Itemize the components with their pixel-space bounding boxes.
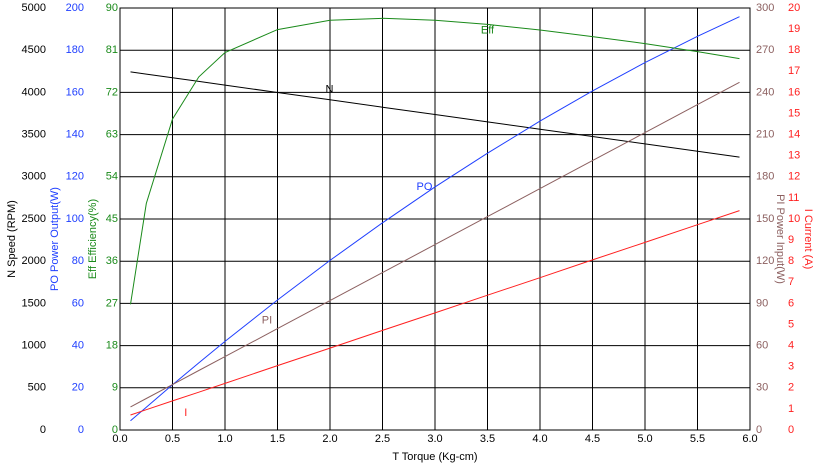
x-tick-label: 5.0 (637, 433, 652, 445)
x-tick-label: 5.5 (690, 433, 705, 445)
y-tick-label: 5000 (22, 2, 46, 14)
y-tick-label: 3500 (22, 129, 46, 141)
y-tick-label: 0 (788, 424, 794, 436)
y-tick-label: 4500 (22, 44, 46, 56)
y-tick-label: 8 (788, 255, 794, 267)
y-tick-label: 180 (756, 171, 774, 183)
y-tick-label: 5 (788, 318, 794, 330)
y-tick-label: 10 (788, 213, 800, 225)
y-axis-title: N Speed (RPM) (6, 200, 18, 278)
y-tick-label: 150 (756, 213, 774, 225)
series-label: PI (262, 314, 272, 326)
x-axis-title: T Torque (Kg-cm) (392, 451, 477, 463)
series-label: PO (417, 181, 433, 193)
y-tick-label: 20 (788, 2, 800, 14)
y-tick-label: 7 (788, 276, 794, 288)
y-tick-label: 54 (106, 171, 118, 183)
y-tick-label: 18 (788, 44, 800, 56)
y-tick-label: 1500 (22, 297, 46, 309)
series-label: I (184, 407, 187, 419)
y-tick-label: 80 (72, 255, 84, 267)
y-tick-label: 6 (788, 297, 794, 309)
y-tick-label: 4000 (22, 86, 46, 98)
y-tick-label: 18 (106, 340, 118, 352)
y-axis-title: Eff Efficiency(%) (87, 199, 99, 279)
y-tick-label: 45 (106, 213, 118, 225)
y-tick-label: 12 (788, 171, 800, 183)
y-tick-label: 90 (106, 2, 118, 14)
y-tick-label: 2000 (22, 255, 46, 267)
y-tick-label: 20 (72, 382, 84, 394)
y-tick-label: 19 (788, 23, 800, 35)
x-tick-label: 3.0 (427, 433, 442, 445)
y-tick-label: 36 (106, 255, 118, 267)
y-tick-label: 160 (66, 86, 84, 98)
x-tick-label: 2.5 (375, 433, 390, 445)
y-tick-label: 81 (106, 44, 118, 56)
x-tick-label: 4.0 (532, 433, 547, 445)
y-tick-label: 2500 (22, 213, 46, 225)
y-tick-label: 9 (112, 382, 118, 394)
y-tick-label: 120 (66, 171, 84, 183)
y-axis-title: PI Power Input(W) (774, 194, 786, 284)
series-line (130, 16, 740, 422)
y-tick-label: 1 (788, 403, 794, 415)
y-tick-label: 210 (756, 129, 774, 141)
y-tick-label: 14 (788, 129, 800, 141)
y-tick-label: 13 (788, 150, 800, 162)
x-tick-label: 3.5 (480, 433, 495, 445)
y-tick-label: 2 (788, 382, 794, 394)
series-label: Eff (481, 24, 495, 36)
y-tick-label: 63 (106, 129, 118, 141)
series-line (130, 210, 740, 416)
y-tick-label: 40 (72, 340, 84, 352)
y-tick-label: 0 (756, 424, 762, 436)
y-tick-label: 60 (756, 340, 768, 352)
y-tick-label: 0 (40, 424, 46, 436)
x-tick-label: 2.0 (322, 433, 337, 445)
series-line (130, 81, 740, 408)
y-tick-label: 90 (756, 297, 768, 309)
x-tick-label: 0.5 (165, 433, 180, 445)
y-tick-label: 100 (66, 213, 84, 225)
y-tick-label: 200 (66, 2, 84, 14)
y-tick-label: 0 (112, 424, 118, 436)
y-tick-label: 0 (78, 424, 84, 436)
y-tick-label: 1000 (22, 340, 46, 352)
y-tick-label: 180 (66, 44, 84, 56)
y-tick-label: 4 (788, 340, 794, 352)
y-tick-label: 120 (756, 255, 774, 267)
y-tick-label: 72 (106, 86, 118, 98)
y-tick-label: 11 (788, 192, 799, 204)
y-tick-label: 15 (788, 107, 800, 119)
y-tick-label: 30 (756, 382, 768, 394)
x-tick-label: 1.5 (270, 433, 285, 445)
x-tick-label: 6.0 (742, 433, 757, 445)
y-tick-label: 3000 (22, 171, 46, 183)
x-tick-label: 0.0 (112, 433, 127, 445)
y-tick-label: 17 (788, 65, 800, 77)
y-tick-label: 60 (72, 297, 84, 309)
y-tick-label: 9 (788, 234, 794, 246)
y-tick-label: 3 (788, 361, 794, 373)
x-tick-label: 4.5 (585, 433, 600, 445)
y-axis-title: PO Power Output(W) (49, 187, 61, 291)
y-tick-label: 500 (28, 382, 46, 394)
y-tick-label: 140 (66, 129, 84, 141)
series-label: N (326, 84, 334, 96)
series-line (130, 17, 740, 305)
y-axis-title: I Current (A) (802, 209, 814, 270)
y-tick-label: 270 (756, 44, 774, 56)
y-tick-label: 240 (756, 86, 774, 98)
y-tick-label: 16 (788, 86, 800, 98)
x-tick-label: 1.0 (217, 433, 232, 445)
y-tick-label: 27 (106, 297, 118, 309)
y-tick-label: 300 (756, 2, 774, 14)
